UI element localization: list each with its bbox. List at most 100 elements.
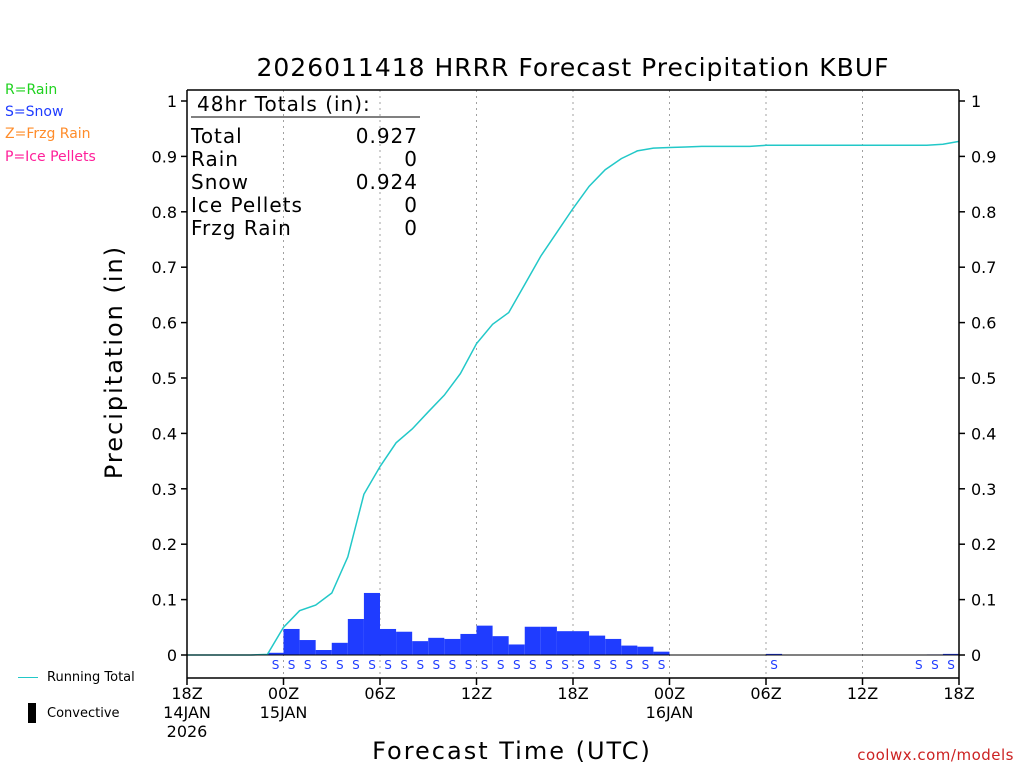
legend-freezing-rain: Z=Frzg Rain	[5, 126, 91, 142]
precip-type-marker: S	[288, 658, 296, 672]
precip-bar	[412, 641, 429, 655]
precip-bar	[573, 631, 590, 655]
precip-type-marker: S	[609, 658, 617, 672]
x-axis-label: Forecast Time (UTC)	[372, 737, 652, 765]
precip-bar	[267, 652, 284, 655]
legend-snow: S=Snow	[5, 104, 64, 120]
precip-bar	[299, 640, 316, 655]
precip-type-marker: S	[320, 658, 328, 672]
y-tick-label-right: 0.2	[971, 535, 996, 554]
totals-value-ice-pellets: 0	[404, 193, 418, 217]
totals-label-rain: Rain	[191, 147, 239, 171]
y-tick-label-left: 0.4	[152, 424, 177, 443]
precip-type-marker: S	[577, 658, 585, 672]
precip-type-marker: S	[384, 658, 392, 672]
precip-type-marker: S	[449, 658, 457, 672]
precip-type-marker: S	[642, 658, 650, 672]
legend-ice-pellets: P=Ice Pellets	[5, 149, 96, 165]
precip-type-marker: S	[433, 658, 441, 672]
precip-bar	[942, 653, 959, 655]
precip-type-marker: S	[465, 658, 473, 672]
y-tick-label-right: 0	[971, 646, 981, 665]
y-tick-label-left: 0.7	[152, 258, 177, 277]
x-tick-label: 00Z	[654, 684, 685, 703]
precip-type-marker: S	[626, 658, 634, 672]
precip-bar	[637, 646, 654, 655]
precip-type-marker: S	[915, 658, 923, 672]
y-tick-label-left: 0	[167, 646, 177, 665]
running-total-swatch	[18, 677, 38, 678]
x-tick-label: 06Z	[750, 684, 781, 703]
precip-bar	[331, 642, 348, 655]
precip-bar	[556, 631, 573, 655]
y-tick-label-left: 0.8	[152, 203, 177, 222]
x-tick-label: 06Z	[364, 684, 395, 703]
precip-bar	[363, 592, 380, 655]
precip-type-marker: S	[368, 658, 376, 672]
precip-type-marker: S	[658, 658, 666, 672]
precip-bar	[444, 638, 461, 655]
running-total-line	[187, 140, 960, 656]
precip-type-marker: S	[481, 658, 489, 672]
x-tick-label: 18Z	[171, 684, 202, 703]
y-tick-label-right: 0.8	[971, 203, 996, 222]
y-tick-label-right: 0.5	[971, 369, 996, 388]
precip-type-marker: S	[947, 658, 955, 672]
axis-layer: 0 00.1 0.10.2 0.20.3 0.30.4 0.40.5 0.50.6 0.60.…	[152, 89, 996, 741]
precip-type-marker: S	[529, 658, 537, 672]
y-tick-label-left: 0.5	[152, 369, 177, 388]
y-axis-label: Precipitation (in)	[100, 245, 128, 479]
credit-text: coolwx.com/models	[857, 746, 1014, 764]
y-tick-label-right: 0.7	[971, 258, 996, 277]
y-tick-label-left: 0.1	[152, 591, 177, 610]
y-tick-label-right: 0.6	[971, 314, 996, 333]
convective-label: Convective	[47, 706, 120, 721]
precip-bar	[524, 626, 541, 655]
precip-bar	[380, 628, 397, 655]
totals-value-rain: 0	[404, 147, 418, 171]
totals-value-total: 0.927	[356, 124, 418, 148]
precip-bar	[476, 625, 493, 655]
totals-title: 48hr Totals (in):	[197, 92, 371, 116]
precip-type-marker: S	[497, 658, 505, 672]
y-tick-label-left: 0.6	[152, 314, 177, 333]
precip-type-marker: S	[513, 658, 521, 672]
precip-type-marker: S	[545, 658, 553, 672]
totals-label-total: Total	[190, 124, 243, 148]
precip-type-marker: S	[352, 658, 360, 672]
grid-layer	[283, 90, 863, 678]
chart-title: 2026011418 HRRR Forecast Precipitation K…	[256, 53, 889, 82]
x-tick-label: 12Z	[461, 684, 492, 703]
totals-value-snow: 0.924	[356, 170, 418, 194]
precip-bar	[589, 635, 606, 655]
totals-value-frzg-rain: 0	[404, 216, 418, 240]
y-tick-label-left: 0.9	[152, 147, 177, 166]
y-tick-label-left: 0.3	[152, 480, 177, 499]
y-tick-label-right: 1	[971, 92, 981, 111]
x-tick-label: 16JAN	[646, 703, 694, 722]
y-tick-label-right: 0.1	[971, 591, 996, 610]
precip-bar	[621, 645, 638, 655]
x-tick-label: 14JAN	[163, 703, 211, 722]
precip-type-marker: S	[593, 658, 601, 672]
precip-bar	[283, 628, 300, 655]
bars-layer	[251, 592, 959, 656]
x-tick-label: 18Z	[557, 684, 588, 703]
y-tick-label-right: 0.4	[971, 424, 996, 443]
precip-type-marker: S	[561, 658, 569, 672]
precip-bar	[766, 653, 783, 655]
x-tick-label: 2026	[167, 722, 208, 741]
precip-type-marker: S	[304, 658, 312, 672]
precip-type-marker: S	[400, 658, 408, 672]
totals-label-frzg-rain: Frzg Rain	[191, 216, 292, 240]
y-tick-label-right: 0.3	[971, 480, 996, 499]
precip-type-marker: S	[272, 658, 280, 672]
precip-bar	[492, 636, 509, 655]
totals-label-ice-pellets: Ice Pellets	[191, 193, 303, 217]
x-tick-label: 00Z	[268, 684, 299, 703]
precip-bar	[460, 633, 477, 655]
precip-type-marker: S	[336, 658, 344, 672]
precip-bar	[396, 631, 413, 655]
